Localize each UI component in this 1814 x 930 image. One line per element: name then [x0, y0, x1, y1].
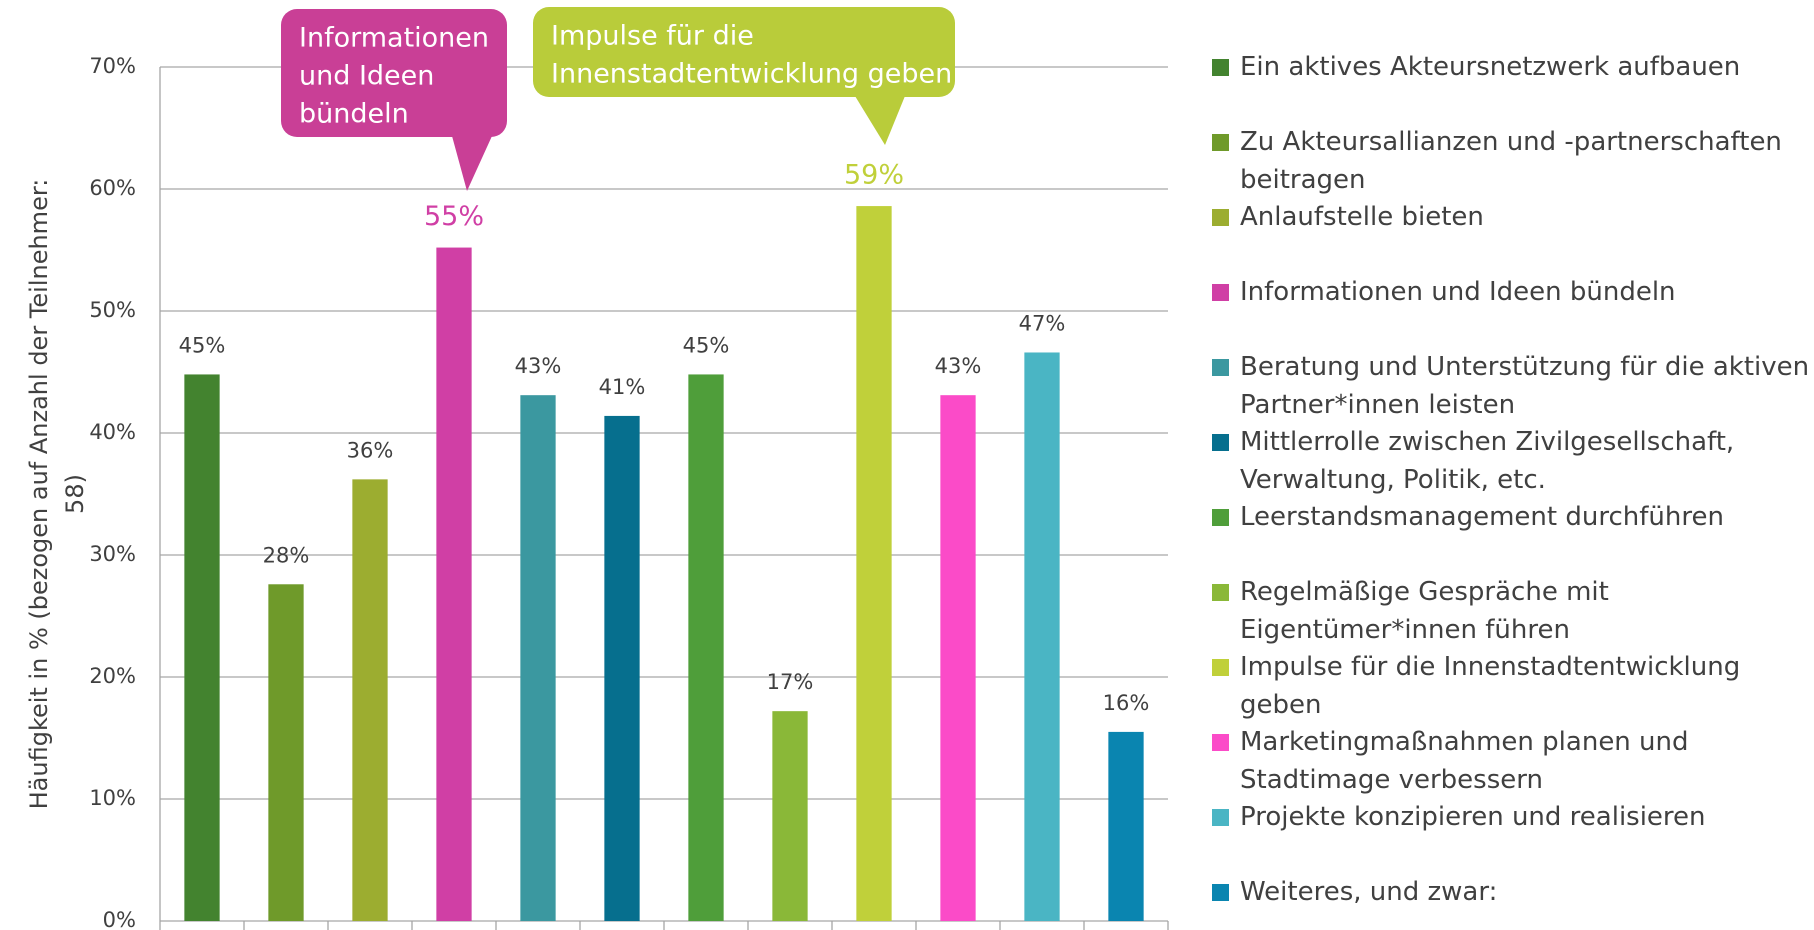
legend-label: Leerstandsmanagement durchführen [1240, 502, 1724, 532]
legend-item: Ein aktives Akteursnetzwerk aufbauen [1212, 48, 1812, 123]
value-label: 45% [683, 333, 730, 357]
value-label: 45% [179, 333, 226, 357]
legend-item: Zu Akteursallianzen und -partnerschaften… [1212, 123, 1812, 198]
legend-label: Projekte konzipieren und realisieren [1240, 802, 1706, 832]
value-label: 55% [424, 201, 484, 232]
y-tick-label: 40% [89, 420, 136, 444]
value-label: 36% [347, 438, 394, 462]
legend-item: Beratung und Unterstützung für die aktiv… [1212, 348, 1812, 423]
bar [268, 584, 304, 921]
legend-label: Marketingmaßnahmen planen und Stadtimage… [1240, 727, 1689, 795]
legend-label: Regelmäßige Gespräche mit Eigentümer*inn… [1240, 577, 1609, 645]
bar [688, 374, 724, 921]
value-label: 47% [1019, 311, 1066, 335]
y-axis-label-line: Häufigkeit in % (bezogen auf Anzahl der … [25, 179, 53, 810]
callout-text: bündeln [299, 99, 409, 130]
y-tick-label: 70% [89, 54, 136, 78]
legend-label: Informationen und Ideen bündeln [1240, 277, 1676, 307]
bar [856, 206, 892, 921]
bar [520, 395, 556, 921]
legend-label: Mittlerrolle zwischen Zivilgesellschaft,… [1240, 427, 1735, 495]
y-tick-label: 0% [103, 908, 136, 930]
bar [1108, 731, 1144, 921]
legend-item: Regelmäßige Gespräche mit Eigentümer*inn… [1212, 573, 1812, 648]
y-tick-label: 60% [89, 176, 136, 200]
legend-swatch [1212, 284, 1229, 301]
legend-item: Informationen und Ideen bündeln [1212, 273, 1812, 348]
value-label: 16% [1103, 691, 1150, 715]
legend-swatch [1212, 209, 1229, 226]
y-axis-label-line: 58) [61, 474, 89, 514]
bar [436, 247, 472, 921]
value-label: 43% [515, 354, 562, 378]
legend-label: Zu Akteursallianzen und -partnerschaften… [1240, 127, 1782, 195]
bar [1024, 352, 1060, 922]
y-axis-label: Häufigkeit in % (bezogen auf Anzahl der … [25, 179, 89, 810]
legend-swatch [1212, 359, 1229, 376]
value-label: 28% [263, 543, 310, 567]
legend-label: Anlaufstelle bieten [1240, 202, 1484, 232]
legend-item: Projekte konzipieren und realisieren [1212, 798, 1812, 873]
legend-swatch [1212, 434, 1229, 451]
bar [604, 415, 640, 921]
callout-text: und Ideen [299, 61, 434, 92]
legend-item: Leerstandsmanagement durchführen [1212, 498, 1812, 573]
value-label: 17% [767, 670, 814, 694]
y-tick-label: 50% [89, 298, 136, 322]
legend-label: Impulse für die Innenstadtentwicklung ge… [1240, 652, 1741, 720]
legend-swatch [1212, 884, 1229, 901]
bar [352, 479, 388, 921]
legend-item: Weiteres, und zwar: [1212, 873, 1812, 930]
legend-swatch [1212, 134, 1229, 151]
legend-swatch [1212, 734, 1229, 751]
legend-swatch [1212, 659, 1229, 676]
legend-item: Marketingmaßnahmen planen und Stadtimage… [1212, 723, 1812, 798]
legend-swatch [1212, 809, 1229, 826]
y-tick-label: 20% [89, 664, 136, 688]
legend-label: Beratung und Unterstützung für die aktiv… [1240, 352, 1810, 420]
callout-pointer [452, 136, 492, 191]
bar [940, 395, 976, 921]
y-tick-label: 10% [89, 786, 136, 810]
callout-text: Informationen [299, 23, 489, 54]
callout-box [533, 7, 955, 97]
y-tick-label: 30% [89, 542, 136, 566]
legend-swatch [1212, 509, 1229, 526]
legend-swatch [1212, 584, 1229, 601]
callout-pointer [855, 96, 905, 145]
callout-text: Innenstadtentwicklung geben [551, 59, 952, 90]
legend: Ein aktives Akteursnetzwerk aufbauen Zu A… [1212, 48, 1812, 930]
legend-swatch [1212, 59, 1229, 76]
value-label: 59% [844, 160, 904, 191]
bar [184, 374, 220, 921]
legend-label: Ein aktives Akteursnetzwerk aufbauen [1240, 52, 1741, 82]
value-label: 43% [935, 354, 982, 378]
callout-box [281, 9, 507, 137]
legend-item: Impulse für die Innenstadtentwicklung ge… [1212, 648, 1812, 723]
callout-text: Impulse für die [551, 21, 754, 52]
legend-item: Anlaufstelle bieten [1212, 198, 1812, 273]
legend-item: Mittlerrolle zwischen Zivilgesellschaft,… [1212, 423, 1812, 498]
bar [772, 711, 808, 921]
value-label: 41% [599, 375, 646, 399]
legend-label: Weiteres, und zwar: [1240, 877, 1498, 907]
